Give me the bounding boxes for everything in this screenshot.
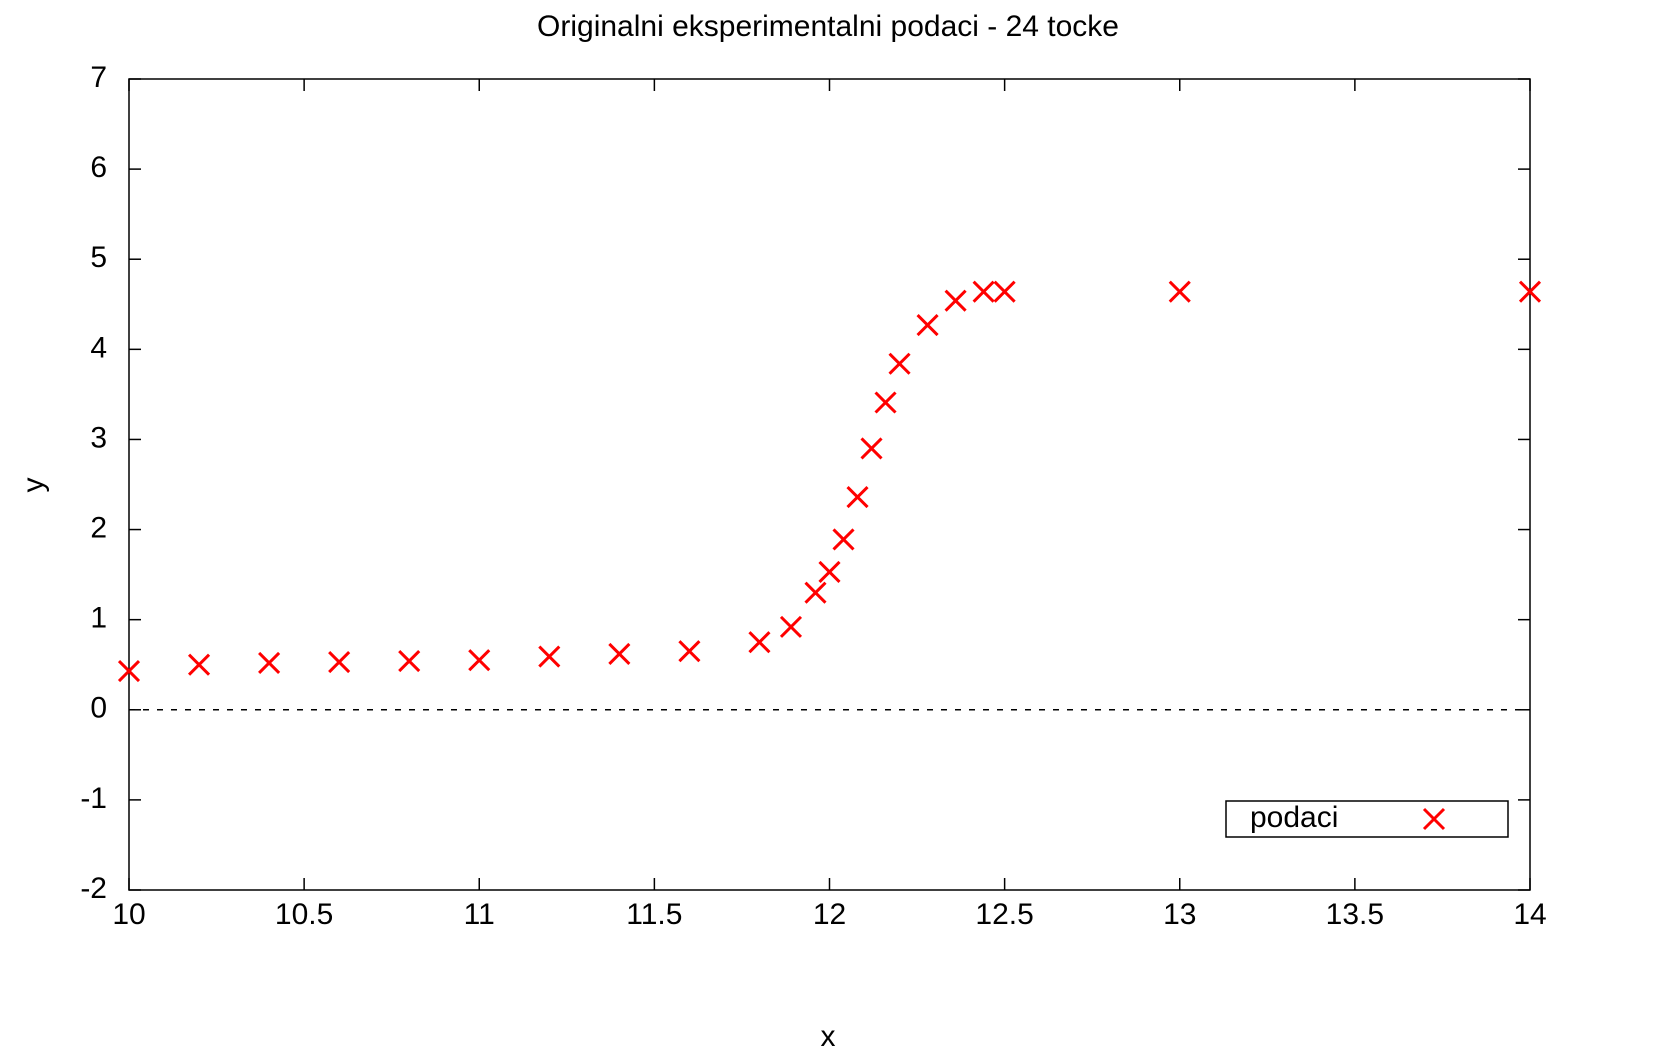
x-tick-label: 13 <box>1163 898 1196 931</box>
y-tick-label: 4 <box>90 331 107 364</box>
y-tick-label: -1 <box>80 782 107 815</box>
chart-title: Originalni eksperimentalni podaci - 24 t… <box>537 10 1119 43</box>
point <box>328 650 351 674</box>
point <box>1168 280 1191 303</box>
point <box>117 659 141 683</box>
legend-marker <box>1422 807 1446 831</box>
point <box>916 313 939 337</box>
point <box>832 528 855 551</box>
point <box>804 581 827 604</box>
y-tick-label: 2 <box>90 511 107 544</box>
x-tick-label: 11 <box>464 898 495 931</box>
point <box>187 653 211 676</box>
y-axis-label: y <box>17 478 50 493</box>
point <box>258 651 281 674</box>
y-tick-label: -2 <box>80 872 107 905</box>
point <box>398 650 421 673</box>
y-tick-label: 5 <box>90 241 107 274</box>
point <box>538 645 561 668</box>
x-tick-label: 12 <box>813 898 846 931</box>
legend-label: podaci <box>1250 801 1338 834</box>
x-tick-label: 12.5 <box>975 898 1033 931</box>
point <box>608 642 631 665</box>
point <box>874 391 897 414</box>
y-tick-label: 3 <box>90 421 107 454</box>
legend-box <box>1225 800 1509 838</box>
x-tick-label: 13.5 <box>1326 898 1384 931</box>
point <box>748 631 771 654</box>
x-tick-label: 11.5 <box>626 898 682 931</box>
y-tick-label: 6 <box>90 151 107 184</box>
x-tick-label: 10 <box>112 898 145 931</box>
y-tick-label: 1 <box>90 602 107 635</box>
point <box>860 437 883 460</box>
point <box>818 560 841 583</box>
point <box>779 615 803 638</box>
point <box>993 280 1016 303</box>
point <box>1518 280 1542 303</box>
y-tick-label: 0 <box>90 692 107 725</box>
point <box>972 280 995 303</box>
x-tick-label: 10.5 <box>275 898 333 931</box>
point <box>944 289 967 312</box>
point <box>888 352 911 375</box>
x-axis-label: x <box>821 1020 836 1053</box>
point <box>846 486 869 509</box>
y-tick-label: 7 <box>90 61 107 94</box>
point <box>468 649 491 672</box>
x-tick-label: 14 <box>1513 898 1546 931</box>
plot-frame <box>128 78 1531 891</box>
point <box>678 640 701 663</box>
